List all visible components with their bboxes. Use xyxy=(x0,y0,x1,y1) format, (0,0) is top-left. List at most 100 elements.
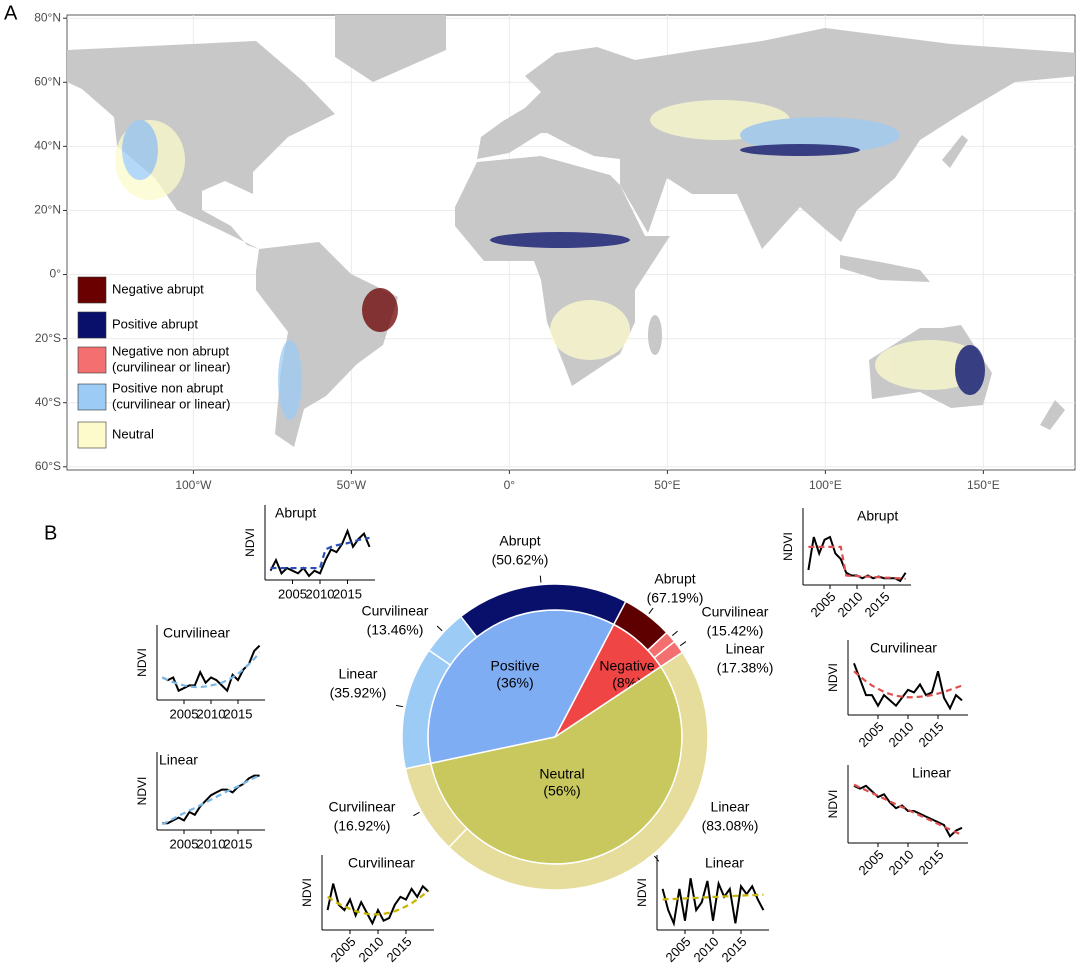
ring-label: Curvilinear xyxy=(702,604,769,620)
y-axis-label: NDVI xyxy=(135,648,149,677)
legend-swatch xyxy=(77,311,107,339)
series-line xyxy=(662,893,764,901)
ring-label: Linear xyxy=(711,799,750,815)
patch xyxy=(278,340,302,420)
series-line xyxy=(326,890,430,916)
x-tick-label: 2005 xyxy=(855,719,886,750)
x-tick-label: 2010 xyxy=(834,589,865,620)
legend-swatch xyxy=(77,383,107,411)
slice-label: Negative xyxy=(599,658,654,674)
x-tick-label: 2010 xyxy=(885,847,916,878)
x-tick-label: 0° xyxy=(504,478,516,492)
legend-swatch xyxy=(77,346,107,374)
map-legend: Negative abrupt Positive abrupt Negative n… xyxy=(77,276,230,449)
x-tick-label: 2005 xyxy=(662,934,693,965)
y-tick-label: 60°N xyxy=(34,74,61,88)
x-tick-label: 2015 xyxy=(861,589,892,620)
chart-title: Curvilinear xyxy=(163,625,230,641)
ring-label: Curvilinear xyxy=(362,603,429,619)
ring-value-label: (83.08%) xyxy=(702,818,759,834)
x-tick-label: 2010 xyxy=(197,706,226,721)
x-tick-label: 2010 xyxy=(885,719,916,750)
legend-label: Neutral xyxy=(112,426,154,441)
y-tick-label: 40°N xyxy=(34,139,61,153)
y-axis-label: NDVI xyxy=(300,878,314,907)
leader-line xyxy=(648,607,654,614)
north-america xyxy=(67,41,335,249)
y-tick-label: 60°S xyxy=(35,459,61,473)
chart-title: Abrupt xyxy=(857,508,898,524)
ring-label: Linear xyxy=(726,641,765,657)
legend-label: (curvilinear or linear) xyxy=(112,359,230,374)
leader-line xyxy=(436,625,443,632)
japan xyxy=(942,135,968,168)
x-tick-label: 150°E xyxy=(967,478,1000,492)
series-line xyxy=(269,528,371,578)
x-tick-label: 2010 xyxy=(306,586,335,601)
ring-value-label: (35.92%) xyxy=(330,685,387,701)
y-tick-label: 80°N xyxy=(34,10,61,24)
y-tick-label: 20°S xyxy=(35,331,61,345)
slice-value-label: (36%) xyxy=(496,675,533,691)
legend-swatch xyxy=(77,421,107,449)
ring-label: Curvilinear xyxy=(329,799,396,815)
y-tick-label: 40°S xyxy=(35,395,61,409)
x-tick-label: 2005 xyxy=(278,586,307,601)
patch xyxy=(122,120,158,180)
madagascar xyxy=(648,315,662,355)
ring-label: Linear xyxy=(339,666,378,682)
series-line xyxy=(853,670,963,699)
x-tick-label: 2005 xyxy=(170,706,199,721)
legend-label: Positive abrupt xyxy=(112,316,198,331)
x-tick-label: 2015 xyxy=(224,706,253,721)
x-tick-label: 2015 xyxy=(224,836,253,851)
y-axis-label: NDVI xyxy=(781,532,795,561)
x-tick-label: 2010 xyxy=(197,836,226,851)
series-line xyxy=(661,878,765,927)
leader-line xyxy=(413,811,420,817)
x-tick-label: 50°W xyxy=(337,478,367,492)
patch xyxy=(740,117,900,153)
ring-segment xyxy=(404,762,469,849)
leader-line xyxy=(679,641,687,647)
legend-label: (curvilinear or linear) xyxy=(112,396,230,411)
x-tick-label: 2015 xyxy=(915,719,946,750)
panel-label: B xyxy=(44,522,57,544)
x-tick-label: 100°W xyxy=(175,478,212,492)
series-line xyxy=(161,651,261,689)
y-tick-label: 0° xyxy=(50,267,62,281)
ring-label: Abrupt xyxy=(654,571,695,587)
x-tick-label: 2005 xyxy=(807,589,838,620)
series-line xyxy=(808,545,906,580)
x-tick-label: 2015 xyxy=(333,586,362,601)
greenland xyxy=(335,15,446,82)
series-line xyxy=(270,536,370,570)
x-tick-label: 2015 xyxy=(718,934,749,965)
y-axis-label: NDVI xyxy=(135,777,149,806)
new-zealand xyxy=(1040,400,1065,430)
series-line xyxy=(807,535,907,583)
x-tick-label: 2005 xyxy=(170,836,199,851)
y-axis-label: NDVI xyxy=(243,528,257,557)
chart-title: Curvilinear xyxy=(348,855,415,871)
x-tick-label: 2015 xyxy=(915,847,946,878)
patch xyxy=(740,144,860,156)
y-tick-label: 20°N xyxy=(34,203,61,217)
chart-title: Linear xyxy=(912,765,951,781)
patch xyxy=(955,345,985,395)
x-tick-label: 2005 xyxy=(855,847,886,878)
leader-line xyxy=(396,704,404,708)
ring-value-label: (15.42%) xyxy=(707,623,764,639)
y-axis-label: NDVI xyxy=(826,663,840,692)
y-axis-label: NDVI xyxy=(826,790,840,819)
chart-title: Linear xyxy=(159,752,198,768)
patch xyxy=(362,288,398,332)
ring-value-label: (17.38%) xyxy=(717,660,774,676)
slice-value-label: (56%) xyxy=(543,783,580,799)
indonesia xyxy=(840,255,930,282)
x-tick-label: 2015 xyxy=(383,934,414,965)
slice-label: Neutral xyxy=(539,766,584,782)
ring-value-label: (13.46%) xyxy=(367,622,424,638)
slice-label: Positive xyxy=(490,658,539,674)
